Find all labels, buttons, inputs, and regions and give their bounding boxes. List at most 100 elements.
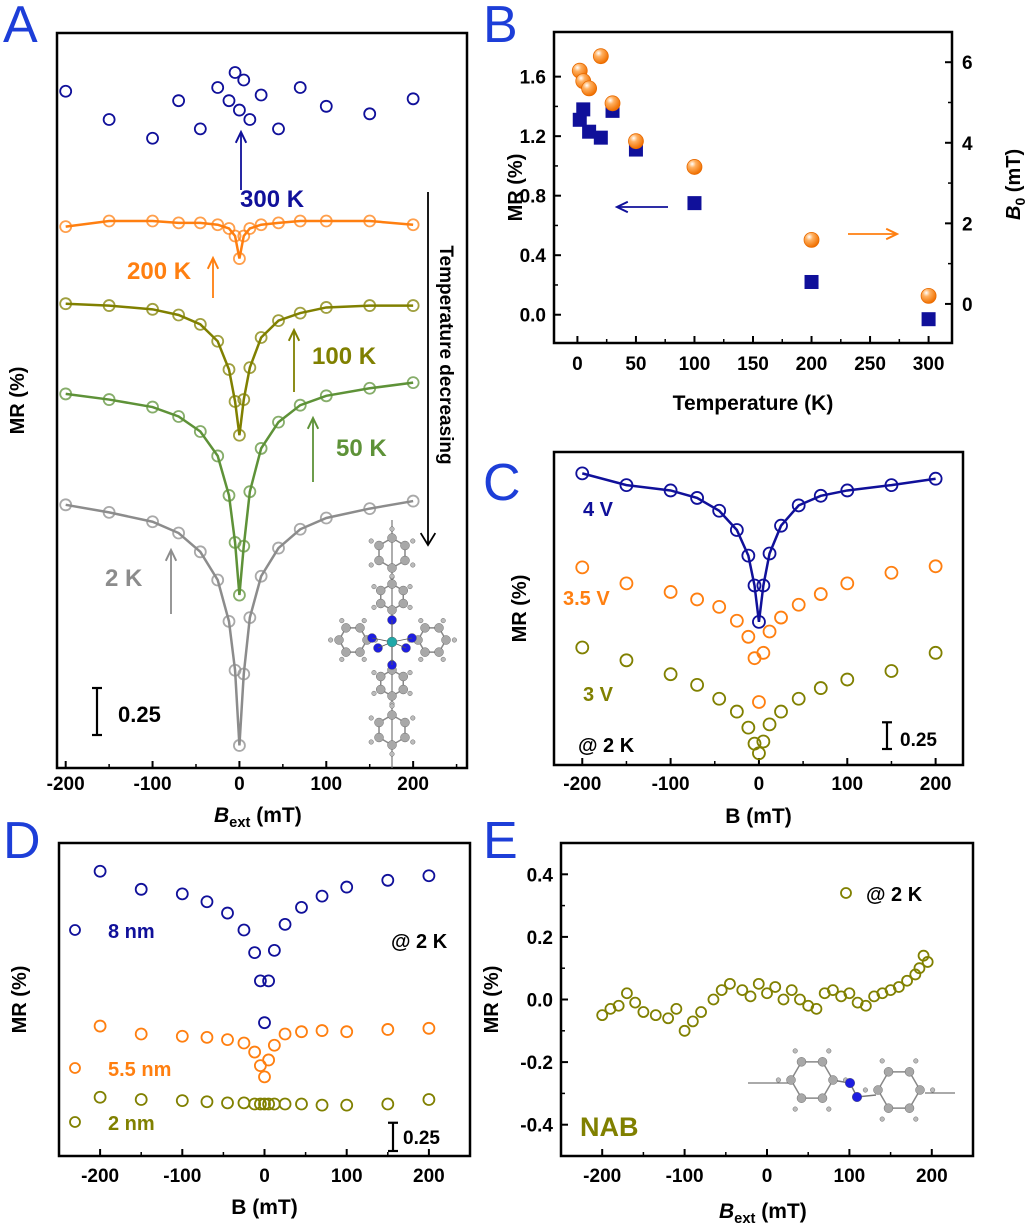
- data-point: [363, 502, 377, 515]
- data-point: [237, 667, 251, 681]
- legend-label: 8 nm: [108, 921, 155, 943]
- arrow-head: [234, 129, 248, 144]
- data-point: [59, 297, 73, 311]
- data-point: [193, 425, 207, 438]
- data-point: [707, 993, 720, 1006]
- data-point: [228, 229, 242, 243]
- atom: [341, 623, 351, 633]
- arrow-head: [419, 532, 437, 547]
- data-point: [629, 996, 642, 1009]
- panel-letter-e: E: [483, 812, 518, 870]
- x-tick-label: 0: [572, 354, 583, 375]
- data-point: [319, 389, 333, 403]
- y-tick-label: 1.6: [520, 68, 546, 89]
- atom: [826, 1106, 832, 1112]
- data-point: [794, 993, 806, 1006]
- data-point: [761, 987, 773, 1000]
- data-point: [175, 1029, 189, 1043]
- data-point: [175, 887, 189, 901]
- scale-bar-label: 0.25: [900, 730, 937, 751]
- atom: [817, 1057, 828, 1067]
- data-point: [211, 449, 225, 463]
- data-point: [146, 515, 159, 529]
- data-point: [221, 1096, 234, 1110]
- data-point: [813, 587, 828, 601]
- data-point: [604, 95, 621, 112]
- data-point: [791, 691, 806, 706]
- x-tick-label: 200: [916, 1166, 948, 1187]
- y-axis-label: MR (%): [505, 154, 527, 222]
- data-point: [741, 548, 756, 563]
- atom: [376, 585, 386, 596]
- data-point: [913, 962, 926, 975]
- data-point: [146, 214, 159, 228]
- atom: [389, 573, 395, 579]
- data-point: [774, 704, 788, 719]
- panel-a: -200 -100 0 100 200 MR (%) 0.25 300 K 200 K 100 K…: [7, 31, 469, 795]
- data-point: [791, 498, 806, 513]
- atom: [792, 1048, 798, 1054]
- atom: [407, 604, 413, 610]
- data-point: [729, 613, 744, 628]
- data-point: [254, 569, 268, 583]
- series-2-nm: [93, 1090, 436, 1112]
- data-point: [59, 84, 73, 98]
- data-point: [406, 218, 420, 232]
- data-point: [175, 1094, 189, 1108]
- data-point: [690, 677, 705, 692]
- series-4-v: [575, 466, 943, 629]
- scale-bar-label: 0.25: [403, 1128, 440, 1149]
- label-subscript: 0: [1012, 198, 1028, 206]
- atom: [915, 1085, 925, 1095]
- data-point: [293, 522, 307, 536]
- data-point: [254, 88, 268, 102]
- data-point: [254, 218, 268, 232]
- molecule-structure-image: [328, 520, 457, 768]
- data-point: [810, 1002, 823, 1015]
- data-point: [827, 984, 839, 997]
- atom: [418, 656, 424, 662]
- data-point: [840, 672, 855, 687]
- x-tick-label: 150: [737, 354, 769, 375]
- data-point: [211, 81, 225, 94]
- x-axis-label: Bext (mT): [719, 1200, 807, 1227]
- data-point: [243, 361, 257, 375]
- data-point: [193, 122, 207, 136]
- atom: [371, 604, 377, 610]
- atom: [796, 1057, 807, 1067]
- y-axis-label: MR (%): [509, 575, 531, 643]
- atom: [883, 1103, 894, 1113]
- atom: [420, 623, 430, 633]
- data-point: [619, 576, 634, 591]
- atom: [376, 671, 386, 682]
- data-point: [262, 974, 276, 988]
- data-point: [756, 645, 771, 660]
- atom: [440, 656, 446, 662]
- data-point: [928, 559, 943, 574]
- data-point: [712, 503, 727, 518]
- data-point: [319, 214, 333, 228]
- x-axis-label: Temperature (K): [673, 392, 834, 415]
- data-point: [762, 624, 777, 639]
- plot-frame: [552, 30, 954, 345]
- data-point: [293, 306, 307, 320]
- data-point: [774, 518, 788, 533]
- atom: [355, 647, 365, 657]
- data-point: [278, 1027, 292, 1041]
- data-point: [381, 873, 395, 887]
- atom: [420, 647, 430, 657]
- atom: [786, 1075, 796, 1085]
- atom: [339, 656, 345, 662]
- data-point: [884, 478, 899, 493]
- data-point: [254, 331, 268, 344]
- data-point: [744, 990, 757, 1003]
- atom: [407, 690, 413, 696]
- atom: [374, 732, 384, 743]
- data-point: [319, 511, 333, 525]
- data-point: [813, 488, 828, 503]
- data-point: [272, 122, 285, 136]
- data-point: [637, 1006, 650, 1018]
- x-tick-label: -100: [163, 1166, 201, 1187]
- data-point: [363, 381, 377, 395]
- atom: [845, 1077, 856, 1088]
